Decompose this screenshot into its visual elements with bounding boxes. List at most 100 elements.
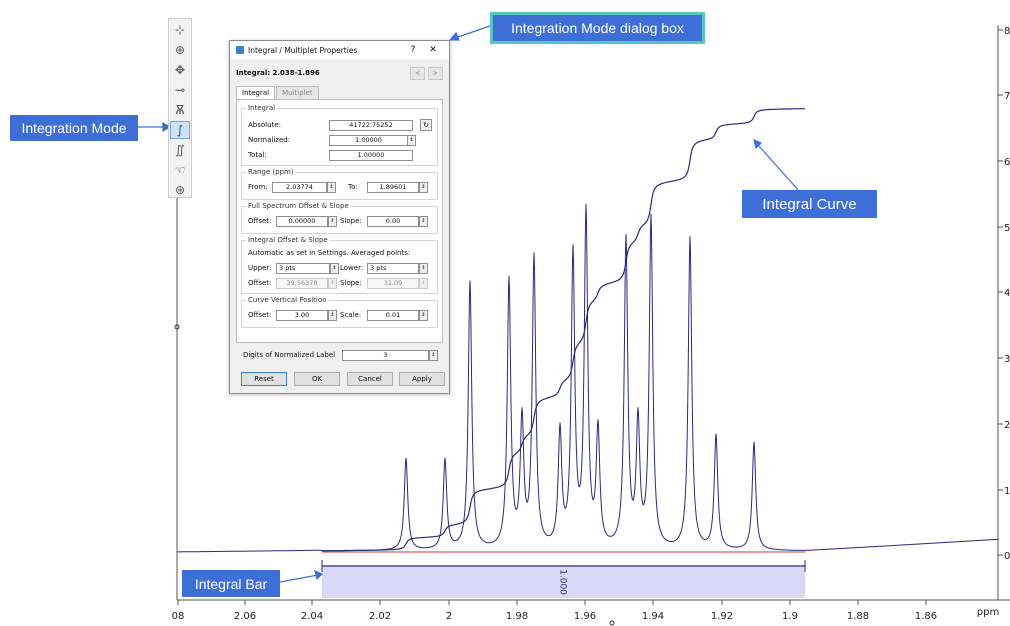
help-button[interactable]: ? [410, 45, 416, 55]
lower-spinner[interactable]: ⇕ [419, 263, 428, 274]
hand-icon[interactable]: ☜ [174, 163, 186, 177]
io-slope-label: Slope: [340, 279, 362, 287]
y-tick-label: 30 [1004, 354, 1010, 365]
x-tick-label: 08 [172, 611, 185, 622]
dialog-footer: Reset OK Cancel Apply [236, 372, 445, 386]
callout-integral-bar: Integral Bar [182, 570, 280, 597]
auto-note: Automatic as set in Settings. Averaged p… [248, 249, 411, 257]
cp-offset-field[interactable]: 3.00 [276, 310, 328, 321]
absolute-label: Absolute: [248, 121, 281, 129]
dialog-tabs: Integral Multiplet [230, 86, 449, 99]
group-title-range: Range (ppm) [246, 168, 296, 176]
prev-button[interactable]: < [410, 66, 425, 80]
integration-icon[interactable]: ∫ [170, 121, 190, 139]
lower-field[interactable]: 3 pts [367, 263, 419, 274]
normalized-field[interactable]: 1.00000 [329, 135, 408, 146]
lower-label: Lower: [340, 264, 364, 272]
integral-group: Integral Absolute: 41722.75252 ↻ Normali… [241, 104, 438, 166]
x-tick-label: 1.9 [782, 611, 798, 622]
range-group: Range (ppm) From: 2.03774 ⇕ To: 1.89601 … [241, 168, 438, 200]
fs-offset-spinner[interactable]: ⇕ [328, 216, 337, 227]
upper-label: Upper: [248, 264, 272, 272]
zoom-icon[interactable]: ⊕ [174, 43, 186, 57]
io-offset-spinner: ⇕ [328, 278, 337, 289]
y-tick-label: 0 [1004, 551, 1010, 562]
fs-offset-label: Offset: [248, 217, 272, 225]
integral-range-header: Integral: 2.038-1.896 [236, 69, 320, 77]
tab-integral[interactable]: Integral [236, 86, 276, 99]
refresh-icon[interactable]: ↻ [420, 119, 432, 131]
to-spinner[interactable]: ⇕ [419, 182, 428, 193]
fs-offset-field[interactable]: 0.00000 [276, 216, 328, 227]
normalized-spinner[interactable]: ⇕ [407, 135, 416, 146]
integral-offset-group: Integral Offset & Slope Automatic as set… [241, 236, 438, 294]
cp-scale-field[interactable]: 0.01 [367, 310, 419, 321]
group-title-full-spectrum: Full Spectrum Offset & Slope [246, 202, 351, 210]
absolute-field[interactable]: 41722.75252 [329, 120, 413, 131]
x-axis-ticks: 08 2.06 2.04 2.02 2 1.98 1.96 1.94 1.92 1.9 1.88 1.… [172, 600, 999, 622]
x-tick-label: 2 [446, 611, 452, 622]
app-icon [236, 46, 244, 54]
from-label: From: [248, 183, 268, 191]
left-toolbar: ⊹ ⊕ ✥ ⊸ Ѫ ∫ ∬ ☜ ⊛ [168, 18, 192, 198]
io-offset-field: 39.56378 [276, 278, 328, 289]
to-field[interactable]: 1.89601 [367, 182, 419, 193]
y-tick-label: 50 [1004, 223, 1010, 234]
integral-properties-dialog: Integral / Multiplet Properties ? ✕ Inte… [229, 40, 450, 394]
integral-value-label: 1.000 [558, 569, 568, 595]
dialog-title: Integral / Multiplet Properties [248, 45, 358, 55]
next-button[interactable]: > [428, 66, 443, 80]
callout-integration-dialog: Integration Mode dialog box [490, 12, 705, 44]
normalized-label: Normalized: [248, 136, 291, 144]
x-tick-label: 2.04 [301, 611, 323, 622]
axis-handle-bottom [609, 620, 615, 626]
cp-offset-spinner[interactable]: ⇕ [328, 310, 337, 321]
manual-integration-icon[interactable]: ∬ [175, 143, 185, 157]
apply-button[interactable]: Apply [399, 372, 445, 386]
x-tick-label: 1.98 [506, 611, 528, 622]
reference-icon[interactable]: ⊛ [174, 183, 186, 197]
io-offset-label: Offset: [248, 279, 272, 287]
y-tick-label: 80 [1004, 26, 1010, 37]
x-tick-label: 1.94 [642, 611, 664, 622]
cursor-icon[interactable]: ⊹ [174, 23, 186, 37]
callout-integral-curve: Integral Curve [742, 190, 877, 218]
group-title-integral: Integral [246, 104, 278, 112]
cp-offset-label: Offset: [248, 311, 272, 319]
full-spectrum-group: Full Spectrum Offset & Slope Offset: 0.0… [241, 202, 438, 234]
x-tick-label: 1.86 [915, 611, 937, 622]
pan-icon[interactable]: ✥ [174, 63, 186, 77]
upper-spinner[interactable]: ⇕ [330, 263, 339, 274]
digits-spinner[interactable]: ⇕ [429, 350, 438, 361]
group-title-integral-offset: Integral Offset & Slope [246, 236, 330, 244]
tab-multiplet[interactable]: Multiplet [276, 86, 319, 99]
ok-button[interactable]: OK [294, 372, 340, 386]
upper-field[interactable]: 3 pts [276, 263, 330, 274]
integral-curve [322, 108, 806, 552]
digits-label: Digits of Normalized Label [243, 351, 336, 359]
from-spinner[interactable]: ⇕ [327, 182, 336, 193]
y-tick-label: 60 [1004, 157, 1010, 168]
y-tick-label: 40 [1004, 288, 1010, 299]
to-label: To: [348, 183, 358, 191]
from-field[interactable]: 2.03774 [272, 182, 327, 193]
y-tick-label: 10 [1004, 486, 1010, 497]
x-tick-label: 1.96 [574, 611, 596, 622]
cancel-button[interactable]: Cancel [347, 372, 393, 386]
axis-handle [174, 324, 180, 330]
peak-pick-icon[interactable]: ⊸ [174, 83, 186, 97]
multiplet-icon[interactable]: Ѫ [175, 103, 185, 117]
digits-field[interactable]: 3 [342, 350, 429, 361]
cp-scale-spinner[interactable]: ⇕ [419, 310, 428, 321]
cp-scale-label: Scale: [340, 311, 362, 319]
x-tick-label: 2.02 [369, 611, 391, 622]
io-slope-spinner: ⇕ [419, 278, 428, 289]
fs-slope-spinner[interactable]: ⇕ [419, 216, 428, 227]
reset-button[interactable]: Reset [241, 372, 287, 386]
dialog-header: Integral: 2.038-1.896 < > [230, 59, 449, 87]
dialog-titlebar: Integral / Multiplet Properties ? ✕ [230, 41, 449, 59]
total-field[interactable]: 1.00000 [329, 150, 413, 161]
fs-slope-field[interactable]: 0.00 [367, 216, 419, 227]
close-icon[interactable]: ✕ [429, 45, 437, 55]
